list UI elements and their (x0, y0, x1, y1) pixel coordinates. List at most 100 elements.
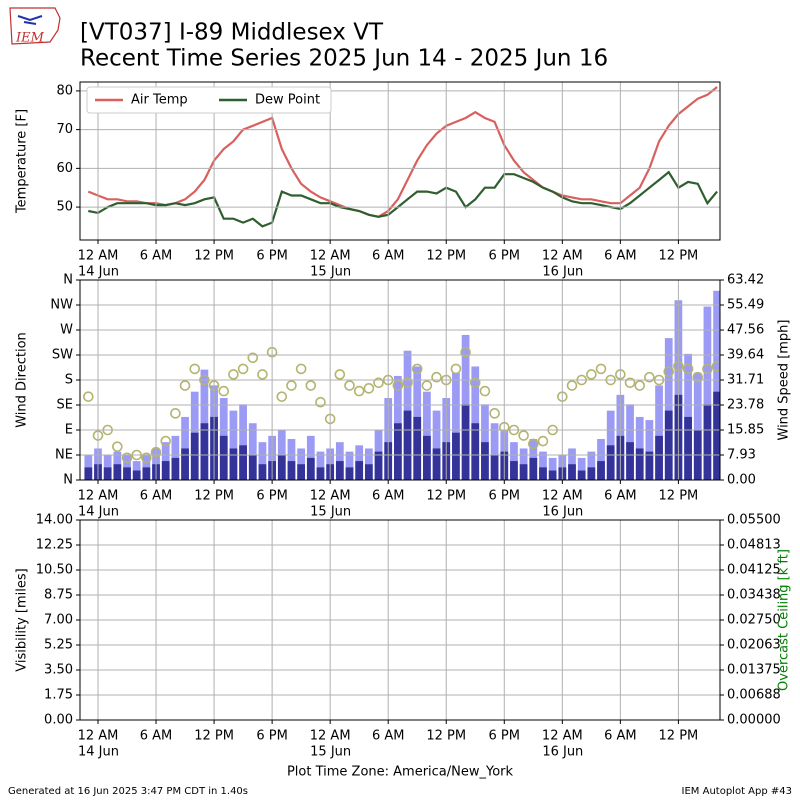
chart-title: [VT037] I-89 Middlesex VT (80, 20, 384, 46)
y2-tick-label: 63.42 (727, 273, 764, 288)
x-date-label: 15 Jun (310, 265, 351, 280)
wind-direction-point (315, 396, 326, 408)
plot-area (83, 290, 720, 480)
wind-direction-point (141, 452, 152, 464)
wind-bar (239, 404, 247, 480)
wind-bar (481, 442, 489, 480)
legend-label: Air Temp (131, 93, 188, 108)
wind-bar (161, 461, 170, 480)
wind-bar (142, 467, 151, 480)
wind-bar (258, 464, 267, 480)
x-tick-label: 6 PM (489, 729, 520, 744)
y2-tick-label: 0.00 (727, 473, 756, 488)
x-date-label: 16 Jun (542, 265, 583, 280)
y-tick-label: E (65, 423, 73, 438)
y-tick-label: N (63, 473, 73, 488)
wind-direction-point (624, 377, 636, 389)
wind-direction-point (469, 377, 481, 389)
wind-direction-point (528, 438, 539, 450)
y-axis-label: Wind Direction (15, 332, 30, 428)
wind-bar (703, 404, 712, 480)
wind-bar (113, 464, 122, 480)
x-tick-label: 12 PM (194, 489, 234, 504)
wind-bar (364, 464, 373, 480)
wind-direction-point (286, 380, 297, 391)
y-tick-label: W (60, 323, 73, 338)
y-tick-label: 14.00 (36, 513, 73, 528)
y2-tick-label: 0.00000 (727, 713, 781, 728)
wind-bar (287, 461, 296, 480)
wind-direction-point (228, 369, 239, 380)
wind-bar (519, 464, 528, 480)
wind-direction-point (711, 360, 720, 372)
x-tick-label: 12 PM (659, 729, 699, 744)
wind-bar (664, 338, 673, 480)
wind-bar (597, 461, 605, 480)
y2-tick-label: 0.05500 (727, 513, 781, 528)
footer-right: IEM Autoplot App #43 (682, 786, 792, 797)
x-date-label: 15 Jun (310, 745, 351, 760)
wind-direction-point (334, 369, 346, 380)
wind-bar (123, 467, 131, 480)
y2-tick-label: 0.01375 (727, 663, 781, 678)
wind-bar (171, 457, 180, 480)
y-tick-label: 80 (56, 83, 73, 98)
x-tick-label: 6 PM (489, 489, 520, 504)
wind-bar (345, 467, 354, 480)
x-tick-label: 6 AM (372, 489, 405, 504)
wind-direction-point (450, 363, 462, 375)
wind-bar (171, 435, 180, 480)
wind-bar (132, 461, 141, 480)
wind-bar (713, 290, 720, 480)
wind-bar (471, 423, 480, 480)
x-tick-label: 12 AM (78, 249, 119, 264)
y2-tick-label: 47.56 (727, 323, 764, 338)
wind-bar (587, 467, 596, 480)
y2-tick-label: 55.49 (727, 298, 764, 313)
x-tick-label: 6 PM (489, 249, 520, 264)
x-tick-label: 12 PM (194, 729, 234, 744)
x-tick-label: 6 PM (256, 489, 287, 504)
y2-tick-label: 0.04125 (727, 563, 781, 578)
wind-bar (577, 470, 586, 480)
wind-bar (413, 416, 422, 480)
x-date-label: 15 Jun (310, 505, 351, 520)
wind-bar (316, 451, 325, 480)
x-tick-label: 6 AM (604, 489, 637, 504)
wind-direction-point (479, 385, 491, 397)
wind-direction-point (170, 408, 181, 419)
wind-bar (529, 457, 538, 480)
wind-direction-point (460, 346, 471, 358)
x-tick-label: 12 PM (426, 249, 466, 264)
x-tick-label: 12 PM (659, 489, 699, 504)
wind-direction-point (595, 363, 607, 375)
wind-bar (403, 410, 412, 480)
wind-bar (335, 461, 344, 480)
x-tick-label: 6 AM (140, 249, 173, 264)
wind-bar (703, 306, 712, 480)
x-tick-label: 12 AM (310, 489, 351, 504)
y-tick-label: SE (57, 398, 73, 413)
wind-bar (248, 423, 257, 480)
wind-direction-point (305, 380, 317, 391)
x-date-label: 14 Jun (78, 745, 119, 760)
panel: 12 AM 6 AM 12 PM 6 PM 12 AM 6 AM 12 PM 6 PM 12 A… (15, 513, 792, 780)
wind-bar (655, 385, 663, 480)
wind-bar (132, 470, 141, 480)
wind-direction-point (411, 363, 423, 375)
wind-bar (374, 451, 383, 480)
wind-direction-point (160, 435, 172, 447)
wind-direction-point (257, 369, 268, 380)
wind-direction-point (363, 383, 375, 394)
wind-bar (258, 442, 267, 480)
x-tick-label: 6 AM (372, 249, 405, 264)
wind-bar (606, 445, 615, 480)
y2-tick-label: 7.93 (727, 447, 756, 462)
wind-bar (645, 420, 654, 480)
x-tick-label: 6 PM (256, 729, 287, 744)
wind-bar (432, 448, 441, 480)
wind-direction-point (692, 371, 704, 383)
x-tick-label: 12 PM (426, 729, 466, 744)
wind-bar (394, 423, 402, 480)
x-tick-label: 12 AM (310, 249, 351, 264)
